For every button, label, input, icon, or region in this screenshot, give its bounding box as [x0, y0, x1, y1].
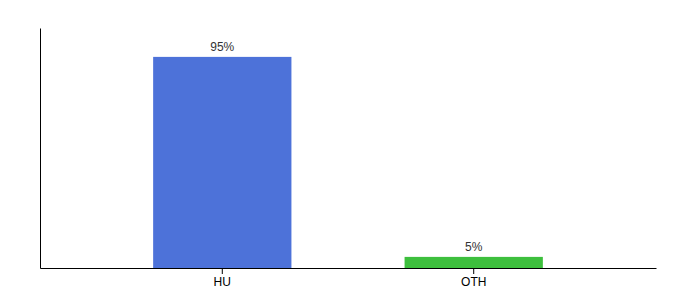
- bar: [153, 57, 291, 268]
- x-axis: HU OTH: [41, 268, 657, 289]
- plot: HU OTH 95% 5%: [41, 29, 657, 289]
- bar: [405, 257, 543, 268]
- x-tick-label: HU: [214, 275, 231, 289]
- data-label: 5%: [465, 240, 483, 254]
- data-labels: 95% 5%: [210, 40, 482, 254]
- x-axis-line: [41, 268, 657, 269]
- x-tick-mark: [222, 268, 223, 274]
- chart: HU OTH 95% 5%: [0, 0, 680, 300]
- y-axis: [40, 29, 41, 269]
- bars: [153, 57, 543, 268]
- x-tick-mark: [473, 268, 474, 274]
- y-axis-line: [40, 29, 41, 269]
- data-label: 95%: [210, 40, 234, 54]
- x-tick-label: OTH: [461, 275, 486, 289]
- x-tick: OTH: [461, 268, 486, 289]
- x-tick: HU: [214, 268, 231, 289]
